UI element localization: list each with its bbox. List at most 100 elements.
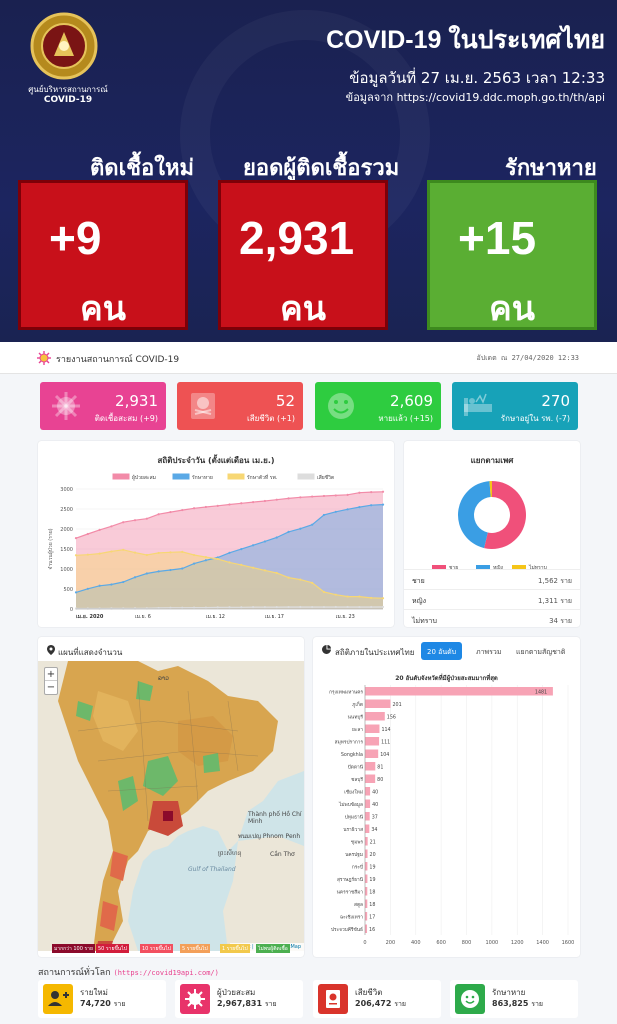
province-bar[interactable] (365, 687, 553, 696)
data-point[interactable] (169, 510, 172, 514)
data-point[interactable] (181, 508, 184, 512)
data-point[interactable] (74, 591, 78, 594)
data-point[interactable] (86, 587, 89, 590)
data-point[interactable] (370, 596, 373, 600)
data-point[interactable] (381, 503, 385, 506)
data-point[interactable] (322, 513, 326, 517)
province-bar[interactable] (365, 787, 371, 796)
province-bar[interactable] (365, 812, 370, 821)
province-bar[interactable] (365, 912, 368, 921)
data-point[interactable] (86, 553, 89, 556)
data-point[interactable] (299, 496, 302, 499)
data-point[interactable] (110, 525, 113, 528)
zoom-in-button[interactable]: + (45, 669, 57, 681)
province-bar[interactable] (365, 924, 368, 934)
data-point[interactable] (110, 583, 113, 586)
data-point[interactable] (287, 576, 290, 579)
province-bar[interactable] (365, 737, 380, 746)
donut-slice-0[interactable] (484, 481, 526, 549)
data-point[interactable] (322, 605, 326, 609)
data-point[interactable] (334, 510, 337, 513)
province-bar[interactable] (365, 837, 368, 846)
data-point[interactable] (157, 606, 160, 610)
data-point[interactable] (157, 551, 160, 555)
data-point[interactable] (358, 595, 361, 598)
data-point[interactable] (311, 495, 314, 498)
data-point[interactable] (204, 556, 207, 559)
data-point[interactable] (275, 571, 278, 575)
province-bar[interactable] (365, 887, 368, 896)
data-point[interactable] (240, 502, 243, 505)
data-point[interactable] (169, 551, 172, 554)
data-point[interactable] (381, 490, 385, 493)
data-point[interactable] (192, 606, 196, 609)
data-point[interactable] (334, 494, 337, 497)
data-point[interactable] (74, 537, 78, 540)
data-point[interactable] (204, 606, 207, 609)
data-point[interactable] (311, 605, 314, 609)
data-point[interactable] (181, 606, 184, 609)
data-point[interactable] (252, 606, 255, 609)
data-point[interactable] (145, 517, 148, 520)
world-source-link[interactable]: (https://covid19api.com/) (113, 969, 219, 977)
data-point[interactable] (122, 580, 125, 584)
data-point[interactable] (370, 504, 373, 507)
data-point[interactable] (275, 536, 278, 539)
data-point[interactable] (240, 606, 243, 609)
data-point[interactable] (86, 532, 89, 536)
data-point[interactable] (228, 606, 231, 609)
data-point[interactable] (181, 567, 184, 570)
data-point[interactable] (98, 528, 101, 531)
donut-slice-1[interactable] (458, 481, 491, 549)
data-point[interactable] (181, 550, 184, 553)
province-bar[interactable] (365, 874, 368, 884)
province-map[interactable]: Gulf of Thailand พนมเปญ Phnom Penh Thành… (38, 661, 304, 951)
data-point[interactable] (192, 562, 196, 565)
data-point[interactable] (192, 507, 196, 510)
data-point[interactable] (370, 491, 373, 494)
data-point[interactable] (358, 491, 361, 494)
data-point[interactable] (240, 548, 243, 551)
data-point[interactable] (145, 553, 148, 557)
data-point[interactable] (263, 540, 267, 543)
province-bar[interactable] (365, 799, 371, 809)
province-bar[interactable] (365, 824, 370, 834)
province-bar[interactable] (365, 899, 368, 909)
province-bar[interactable] (365, 724, 380, 734)
data-point[interactable] (346, 595, 349, 598)
data-point[interactable] (252, 501, 255, 504)
data-point[interactable] (110, 550, 113, 553)
data-point[interactable] (287, 605, 290, 609)
province-bar[interactable] (365, 762, 376, 771)
data-point[interactable] (169, 606, 172, 609)
province-bar[interactable] (365, 774, 376, 784)
data-point[interactable] (228, 503, 231, 506)
data-point[interactable] (133, 519, 137, 522)
data-point[interactable] (169, 568, 172, 572)
province-bar[interactable] (365, 849, 368, 859)
data-point[interactable] (299, 605, 302, 609)
data-point[interactable] (381, 605, 385, 609)
data-point[interactable] (287, 530, 290, 533)
data-point[interactable] (370, 605, 373, 609)
data-point[interactable] (74, 554, 78, 557)
zoom-out-button[interactable]: − (46, 682, 56, 693)
data-point[interactable] (263, 606, 267, 609)
tab-top20[interactable]: 20 อันดับ (421, 642, 463, 660)
data-point[interactable] (311, 523, 314, 526)
data-point[interactable] (157, 513, 160, 516)
data-point[interactable] (204, 505, 207, 509)
data-point[interactable] (311, 581, 314, 584)
data-point[interactable] (334, 593, 337, 596)
data-point[interactable] (122, 521, 125, 524)
data-point[interactable] (275, 606, 278, 609)
data-point[interactable] (322, 590, 326, 594)
province-bar[interactable] (365, 712, 385, 721)
province-bar[interactable] (365, 699, 391, 709)
data-point[interactable] (98, 552, 101, 555)
data-point[interactable] (299, 578, 302, 581)
data-point[interactable] (346, 493, 349, 496)
tab-nationality[interactable]: แยกตามสัญชาติ (516, 648, 566, 656)
province-bar[interactable] (365, 749, 379, 759)
data-point[interactable] (122, 548, 125, 551)
